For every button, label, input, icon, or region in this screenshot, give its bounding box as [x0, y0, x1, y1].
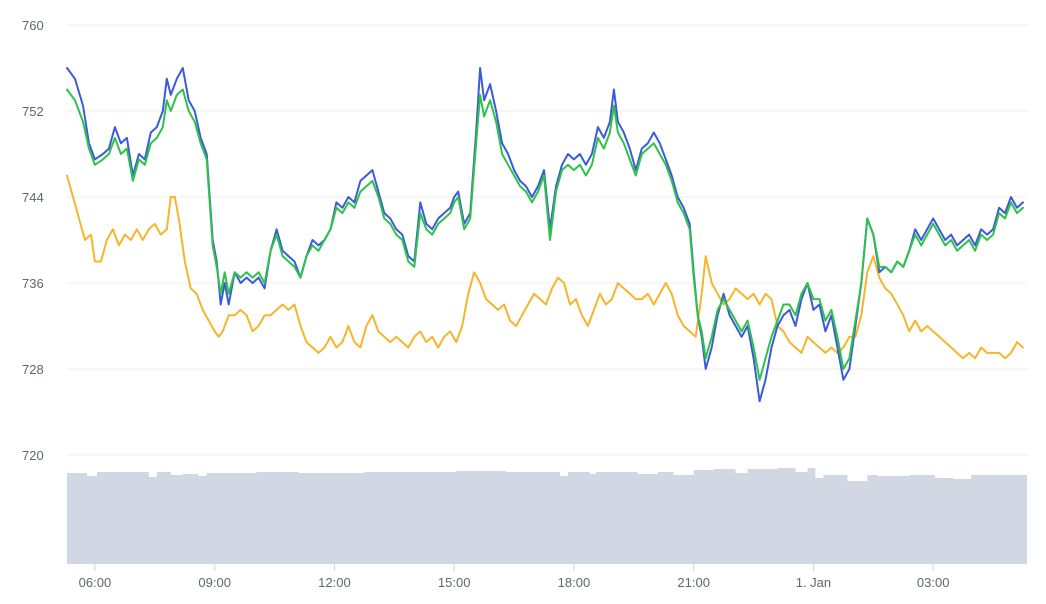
x-tick-label: 12:00: [318, 575, 351, 590]
volume-area: [67, 468, 1027, 563]
x-tick-label: 15:00: [438, 575, 471, 590]
series-lines: [66, 67, 1024, 403]
axes: 760 752 744 736 728 720 06:00 09:00 12:00 15:00 18…: [22, 18, 1027, 590]
x-tick-label: 09:00: [198, 575, 231, 590]
y-tick-label-760: 760: [22, 18, 44, 33]
y-tick-label-728: 728: [22, 362, 44, 377]
gridlines: [67, 24, 1027, 456]
series-line-green: [66, 88, 1024, 381]
x-tick-label: 03:00: [917, 575, 950, 590]
x-tick-label: 18:00: [558, 575, 591, 590]
y-tick-label-752: 752: [22, 104, 44, 119]
y-tick-label-744: 744: [22, 190, 44, 205]
volume-bars: [67, 468, 1027, 563]
x-tick-label: 06:00: [79, 575, 112, 590]
series-line-orange: [66, 174, 1024, 360]
x-tick-label: 21:00: [677, 575, 710, 590]
x-tick-label: 1. Jan: [796, 575, 831, 590]
y-tick-label-720: 720: [22, 448, 44, 463]
y-tick-label-736: 736: [22, 276, 44, 291]
series-line-blue: [66, 67, 1024, 403]
